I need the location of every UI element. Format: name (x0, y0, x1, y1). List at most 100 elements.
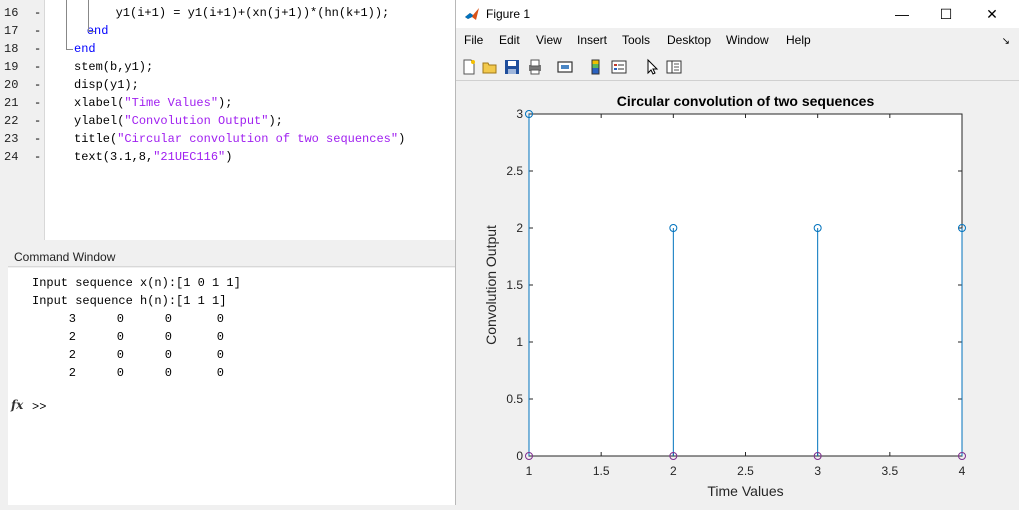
line-number: 20 (4, 78, 19, 92)
matrix-cell: 2 (68, 366, 76, 380)
stem-marker[interactable] (525, 452, 533, 460)
editor-line[interactable]: 24 - text(3.1,8,"21UEC116") (0, 148, 455, 166)
code-text: text(3.1,8,"21UEC116") (74, 148, 232, 166)
input-h-line: Input sequence h(n):[1 1 1] (32, 294, 227, 308)
menu-insert[interactable]: Insert (577, 33, 608, 47)
property-inspector-icon[interactable] (665, 58, 683, 76)
save-icon[interactable] (503, 58, 521, 76)
matrix-cell: 0 (216, 330, 224, 344)
stem-marker[interactable] (813, 452, 822, 460)
code-token: y1(i+1) = y1(i+1)+(xn(j+1))*(hn(k+1)); (58, 6, 390, 20)
menu-dock-arrow-icon[interactable]: ↘ (1001, 36, 1010, 47)
y-tick-label: 0 (516, 449, 523, 463)
menu-desktop[interactable]: Desktop (667, 33, 712, 47)
left-strip (0, 240, 8, 505)
link-plot-icon[interactable] (556, 58, 574, 76)
stem-marker[interactable] (813, 224, 822, 232)
stem-marker[interactable] (525, 110, 533, 118)
menu-view[interactable]: View (536, 33, 562, 47)
menu-edit[interactable]: Edit (499, 33, 520, 47)
x-tick-label: 3 (814, 464, 821, 478)
matrix-cell: 0 (116, 366, 124, 380)
command-window-title: Command Window (8, 248, 455, 267)
minimize-button[interactable]: — (895, 6, 909, 22)
breakpoint-marker[interactable]: - (34, 150, 42, 164)
y-axis-label: Convolution Output (483, 225, 499, 345)
editor-line[interactable]: 18 - end (0, 40, 455, 58)
stem-marker[interactable] (958, 452, 966, 460)
line-number: 23 (4, 132, 19, 146)
figure-titlebar[interactable]: Figure 1 — ☐ ✕ (456, 0, 1019, 28)
matrix-cell: 2 (68, 330, 76, 344)
command-prompt[interactable]: >> (32, 400, 47, 414)
close-button[interactable]: ✕ (986, 6, 998, 22)
legend-icon[interactable] (610, 58, 628, 76)
open-file-icon[interactable] (481, 58, 499, 76)
editor-line[interactable]: 19 - stem(b,y1); (0, 58, 455, 76)
edit-plot-cursor-icon[interactable] (643, 58, 661, 76)
y-tick-label: 2 (516, 221, 523, 235)
editor-line[interactable]: 23 - title("Circular convolution of two se… (0, 130, 455, 148)
code-text: xlabel("Time Values"); (74, 94, 232, 112)
breakpoint-marker[interactable]: - (34, 6, 42, 20)
matlab-logo-icon (465, 8, 479, 20)
matrix-cell: 2 (68, 348, 76, 362)
menu-file[interactable]: File (464, 33, 484, 47)
colorbar-icon[interactable] (587, 58, 605, 76)
stem-marker[interactable] (669, 452, 678, 460)
line-number: 22 (4, 114, 19, 128)
line-number: 18 (4, 42, 19, 56)
command-window[interactable]: Input sequence x(n):[1 0 1 1] Input sequ… (28, 268, 455, 505)
menu-tools[interactable]: Tools (622, 33, 651, 47)
breakpoint-marker[interactable]: - (34, 96, 42, 110)
code-token: ); (268, 114, 283, 128)
code-token: end (74, 42, 96, 56)
editor-line[interactable]: 21 - xlabel("Time Values"); (0, 94, 455, 112)
x-tick-label: 2.5 (737, 464, 754, 478)
stem-marker[interactable] (958, 224, 966, 232)
stem-marker[interactable] (669, 224, 678, 232)
editor-line[interactable]: 22 - ylabel("Convolution Output"); (0, 112, 455, 130)
line-number: 16 (4, 6, 19, 20)
code-token: text(3.1,8, (74, 150, 154, 164)
new-figure-icon[interactable] (460, 58, 478, 76)
breakpoint-marker[interactable]: - (34, 132, 42, 146)
code-text: disp(y1); (74, 76, 139, 94)
line-number: 19 (4, 60, 19, 74)
x-tick-label: 2 (670, 464, 677, 478)
code-fold-guide (88, 0, 95, 32)
breakpoint-marker[interactable]: - (34, 24, 42, 38)
editor-line[interactable]: 20 - disp(y1); (0, 76, 455, 94)
matrix-cell: 0 (116, 330, 124, 344)
print-icon[interactable] (526, 58, 544, 76)
figure-menubar: File Edit View Insert Tools Desktop Wind… (456, 30, 1019, 52)
x-axis-label: Time Values (707, 483, 783, 499)
editor-line[interactable]: 16 - y1(i+1) = y1(i+1)+(xn(j+1))*(hn(k+1)… (0, 4, 455, 22)
menu-window[interactable]: Window (726, 33, 769, 47)
line-number: 24 (4, 150, 19, 164)
breakpoint-marker[interactable]: - (34, 114, 42, 128)
breakpoint-marker[interactable]: - (34, 60, 42, 74)
x-tick-label: 3.5 (881, 464, 898, 478)
y-tick-label: 2.5 (506, 164, 523, 178)
menu-help[interactable]: Help (786, 33, 811, 47)
breakpoint-marker[interactable]: - (34, 42, 42, 56)
matrix-cell: 0 (216, 312, 224, 326)
chart-title: Circular convolution of two sequences (617, 93, 875, 109)
command-window-margin (8, 268, 28, 505)
plot-area[interactable]: 1 1.5 2 2.5 3 3.5 4 0 0.5 1 1.5 2 2.5 3 Circular conv… (456, 81, 1019, 505)
figure-window[interactable]: Figure 1 — ☐ ✕ File Edit View Insert Too… (455, 0, 1019, 505)
breakpoint-marker[interactable]: - (34, 78, 42, 92)
line-number-gutter (0, 0, 45, 240)
code-token: disp(y1); (74, 78, 139, 92)
code-editor[interactable]: 16 - y1(i+1) = y1(i+1)+(xn(j+1))*(hn(k+1)… (0, 0, 455, 240)
maximize-button[interactable]: ☐ (939, 6, 953, 22)
x-tick-label: 4 (959, 464, 966, 478)
fx-icon[interactable]: fx (11, 398, 24, 412)
editor-line[interactable]: 17 - end (0, 22, 455, 40)
stem-chart[interactable]: 1 1.5 2 2.5 3 3.5 4 0 0.5 1 1.5 2 2.5 3 Circular conv… (456, 81, 1019, 505)
code-token: ylabel( (74, 114, 125, 128)
code-text: ylabel("Convolution Output"); (74, 112, 283, 130)
